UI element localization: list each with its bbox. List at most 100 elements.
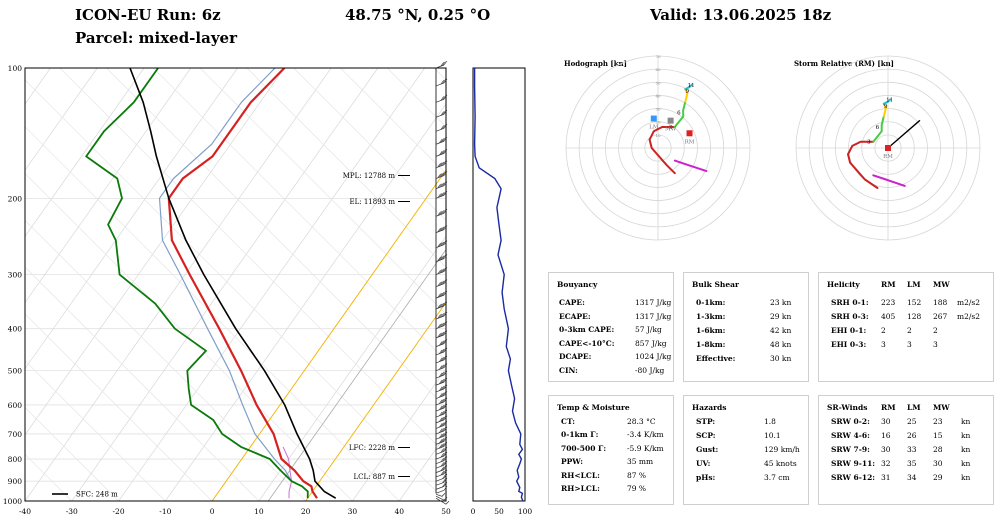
hodograph-height-label: 6 [677, 110, 681, 116]
el-marker: EL: 11893 m [350, 198, 410, 206]
row-label: SRW 4-6: [831, 431, 870, 440]
hodograph-segment-9-11km [684, 83, 693, 91]
row-value: 128 [907, 312, 922, 321]
hazards-title: Hazards [692, 403, 727, 412]
sfc-marker: SFC: 248 m [52, 491, 118, 499]
hodograph-height-label: 9 [884, 104, 888, 110]
row-label: SRH 0-3: [831, 312, 869, 321]
model-run-title: ICON-EU Run: 6z [75, 6, 221, 24]
humidity-profile-chart: 0 50 100 [471, 67, 532, 516]
row-label: SRW 0-2: [831, 417, 870, 426]
row-value: kn [961, 459, 971, 468]
humidity-tick-label: 50 [494, 507, 504, 516]
wind-barb [435, 171, 448, 179]
pressure-tick-label: 800 [8, 455, 23, 464]
humidity-tick-label: 0 [471, 507, 476, 516]
wind-barb [435, 149, 448, 157]
row-value: 3 [881, 340, 886, 349]
row-label: 0-3km CAPE: [559, 325, 615, 335]
row-value: 30 [881, 417, 891, 426]
wind-barb [435, 279, 448, 288]
row-value: -80 J/kg [635, 366, 665, 375]
row-label: EHI 0-1: [831, 326, 867, 335]
pressure-tick-label: 500 [8, 367, 23, 376]
row-value: 15 [933, 431, 943, 440]
table-row: 0-1km: 23 kn [684, 298, 808, 309]
temperature-tick-label: -20 [113, 507, 125, 516]
buoyancy-panel: Bouyancy CAPE: 1317 J/kg ECAPE: 1317 J/kg 0-… [548, 272, 674, 382]
row-value: 45 knots [764, 459, 797, 468]
wind-barb [435, 330, 448, 339]
hodograph-height-label: 9 [686, 89, 690, 95]
wind-barb [435, 397, 448, 406]
table-row: CAPE: 1317 J/kg [549, 298, 673, 309]
table-row: SRW 4-6: 16 26 15 kn [819, 431, 993, 442]
wind-barb [435, 432, 448, 440]
row-value: m2/s2 [957, 312, 981, 321]
row-label: Gust: [696, 445, 719, 454]
row-value: 28 [933, 445, 943, 454]
hodograph-ring-label: 30 [655, 107, 661, 112]
temperature-tick-label: 40 [394, 507, 404, 516]
row-value: -3.4 K/km [627, 430, 664, 440]
row-value: 23 kn [770, 298, 792, 307]
row-label: CT: [561, 417, 576, 426]
row-value: 267 [933, 312, 948, 321]
row-label: 0-1km: [696, 298, 726, 307]
wind-barb [435, 391, 448, 399]
table-row: 700-500 Γ: -5.9 K/km [549, 444, 673, 455]
wind-barb [435, 469, 448, 478]
pressure-tick-label: 600 [8, 401, 23, 410]
row-value: m2/s2 [957, 298, 981, 307]
hodograph-ring-label: 40 [655, 93, 661, 98]
hodograph-height-label: 11 [688, 83, 695, 89]
column-header: RM [881, 280, 896, 289]
valid-time-title: Valid: 13.06.2025 18z [650, 6, 832, 24]
table-row: 0-3km CAPE: 57 J/kg [549, 325, 673, 336]
humidity-frame [472, 67, 526, 502]
row-label: SRW 6-12: [831, 473, 876, 482]
lcl-label: LCL: 887 m [354, 473, 396, 481]
hodograph-segment-0-3km [846, 140, 879, 189]
row-label: SRW 7-9: [831, 445, 870, 454]
table-row: EHI 0-1: 2 2 2 [819, 326, 993, 337]
wind-barb [435, 474, 448, 482]
hodograph-title: Storm Relative (RM) [kn] [794, 59, 894, 68]
table-row: EHI 0-3: 3 3 3 [819, 340, 993, 351]
table-row: DCAPE: 1024 J/kg [549, 352, 673, 363]
row-value: 28.3 °C [627, 417, 656, 426]
storm-motion-marker-lm [650, 115, 657, 122]
row-label: 0-1km Γ: [561, 430, 599, 440]
storm-motion-marker-mw [667, 117, 674, 124]
row-value: 30 [933, 459, 943, 468]
table-row: SRW 6-12: 31 34 29 kn [819, 473, 993, 484]
row-value: 42 kn [770, 326, 792, 335]
row-value: 223 [881, 298, 896, 307]
temperature-tick-label: 0 [210, 507, 215, 516]
row-value: -5.9 K/km [627, 443, 664, 453]
mpl-label: MPL: 12788 m [343, 172, 396, 180]
wetbulb-line [158, 68, 293, 482]
table-row: UV: 45 knots [684, 459, 808, 470]
temperature-tick-label: -40 [19, 507, 31, 516]
row-value: 48 kn [770, 340, 792, 349]
row-value: 23 [933, 417, 943, 426]
temperature-tick-label: 30 [348, 507, 358, 516]
storm-motion-marker-rm [885, 145, 891, 151]
storm-motion-label: MW [665, 127, 677, 133]
row-label: RH>LCL: [561, 484, 600, 493]
wind-barb [435, 409, 448, 418]
wind-barb [435, 78, 448, 87]
row-value: 129 km/h [764, 445, 800, 454]
row-label: SCP: [696, 431, 716, 440]
hazards-panel: Hazards STP: 1.8 SCP: 10.1 Gust: 129 km/h UV: 4… [683, 395, 809, 505]
row-label: 1-3km: [696, 312, 726, 321]
buoyancy-title: Bouyancy [557, 280, 598, 289]
helicity-panel: Helicity RM LM MW SRH 0-1: 223 152 188 m2/s2 SRH… [818, 272, 994, 382]
wind-barb [435, 160, 448, 169]
row-value: 188 [933, 298, 948, 307]
row-value: 34 [907, 473, 917, 482]
hodograph-title: Hodograph [kn] [564, 59, 627, 68]
sfc-label: SFC: 248 m [76, 491, 118, 499]
